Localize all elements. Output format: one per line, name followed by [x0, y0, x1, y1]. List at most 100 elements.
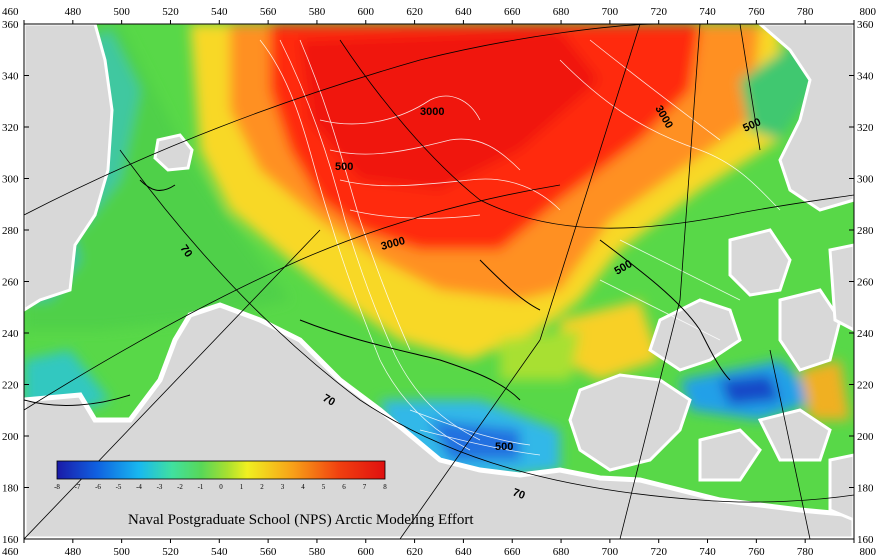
x-tick-label: 780 [797, 6, 814, 18]
y-tick-label: 300 [2, 174, 19, 186]
x-tick-label: 480 [65, 6, 82, 18]
x-tick-label: 460 [2, 6, 19, 18]
x-tick-label: 560 [260, 546, 277, 558]
x-tick-label: 800 [860, 6, 877, 18]
bathymetry-contours [259, 39, 781, 456]
y-tick-label: 300 [857, 174, 874, 186]
colorbar-label: 0 [219, 483, 223, 491]
x-tick-label: 620 [406, 546, 423, 558]
colorbar-label: 7 [363, 483, 367, 491]
x-tick-label: 780 [797, 546, 814, 558]
y-tick-label: 340 [2, 71, 19, 83]
plot-area: 3000 3000 500 500 3000 500 500 70 70 70 … [24, 24, 854, 539]
y-tick-label: 260 [857, 277, 874, 289]
credit-text: Naval Postgraduate School (NPS) Arctic M… [128, 512, 474, 528]
x-tick-label: 560 [260, 6, 277, 18]
colorbar-label: 5 [322, 483, 326, 491]
y-tick-label: 180 [857, 483, 874, 495]
y-tick-label: 220 [857, 380, 874, 392]
x-tick-label: 740 [699, 6, 716, 18]
land-masses [24, 24, 854, 539]
x-tick-label: 500 [113, 546, 130, 558]
x-tick-label: 520 [162, 546, 179, 558]
y-tick-label: 200 [857, 431, 874, 443]
contour-label: 500 [335, 161, 353, 173]
x-tick-label: 500 [113, 6, 130, 18]
x-tick-label: 800 [860, 546, 877, 558]
land-south-continent [24, 302, 854, 539]
x-tick-label: 700 [602, 6, 619, 18]
y-tick-label: 160 [857, 534, 874, 546]
x-tick-label: 620 [406, 6, 423, 18]
y-tick-label: 320 [2, 122, 19, 134]
x-tick-label: 520 [162, 6, 179, 18]
x-tick-label: 540 [211, 546, 228, 558]
black-contours [24, 179, 731, 406]
colorbar-label: -5 [116, 483, 122, 491]
contour-label: 70 [178, 243, 195, 260]
x-tick-label: 580 [309, 546, 326, 558]
colorbar-label: 4 [301, 483, 305, 491]
x-tick-label: 640 [455, 546, 472, 558]
colorbar-gradient [56, 460, 386, 480]
colorbar-label: -4 [136, 483, 142, 491]
x-tick-label: 540 [211, 6, 228, 18]
land-greenland [24, 24, 114, 312]
y-axis-left: 360 340 320 300 280 260 240 220 200 180 160 [2, 19, 29, 546]
x-axis-bottom: 460 480 500 520 540 560 580 600 620 640 660 680 700 7… [2, 539, 877, 558]
y-tick-label: 360 [857, 19, 874, 31]
y-tick-label: 340 [857, 71, 874, 83]
y-tick-label: 280 [2, 225, 19, 237]
x-tick-label: 580 [309, 6, 326, 18]
x-tick-label: 680 [553, 546, 570, 558]
colorbar-label: 2 [260, 483, 264, 491]
x-tick-label: 760 [748, 546, 765, 558]
graticule [24, 24, 854, 539]
contour-label: 500 [495, 441, 513, 453]
colorbar-label: -8 [54, 483, 60, 491]
y-tick-label: 360 [2, 19, 19, 31]
y-tick-label: 280 [857, 225, 874, 237]
y-tick-label: 180 [2, 483, 19, 495]
land-northeast [757, 24, 854, 212]
x-tick-label: 640 [455, 6, 472, 18]
y-tick-label: 260 [2, 277, 19, 289]
x-tick-label: 720 [650, 6, 667, 18]
y-tick-label: 240 [2, 328, 19, 340]
x-tick-label: 660 [504, 6, 521, 18]
x-tick-label: 460 [2, 546, 19, 558]
colorbar-label: -2 [177, 483, 183, 491]
x-tick-label: 740 [699, 546, 716, 558]
colorbar: -8 -7 -6 -5 -4 -3 -2 -1 0 1 2 3 4 5 6 7 8 [54, 460, 387, 491]
y-tick-label: 320 [857, 122, 874, 134]
contour-label: 70 [321, 392, 338, 409]
y-tick-label: 200 [2, 431, 19, 443]
colorbar-label: -1 [198, 483, 204, 491]
x-tick-label: 720 [650, 546, 667, 558]
colorbar-label: -7 [75, 483, 81, 491]
x-axis-top: 460 480 500 520 540 560 580 600 620 640 660 680 700 7… [2, 6, 877, 24]
y-tick-label: 220 [2, 380, 19, 392]
land-east-continent [568, 373, 692, 472]
land-island [153, 133, 194, 172]
x-tick-label: 700 [602, 546, 619, 558]
x-tick-label: 680 [553, 6, 570, 18]
contour-label: 3000 [420, 106, 444, 118]
x-tick-label: 760 [748, 6, 765, 18]
y-axis-right: 360 340 320 300 280 260 240 220 200 180 160 [849, 19, 874, 546]
colorbar-label: 1 [240, 483, 244, 491]
colorbar-label: -6 [95, 483, 101, 491]
colorbar-labels: -8 -7 -6 -5 -4 -3 -2 -1 0 1 2 3 4 5 6 7 8 [54, 483, 387, 491]
x-tick-label: 600 [358, 546, 375, 558]
colorbar-label: 8 [383, 483, 387, 491]
contour-label: 70 [511, 487, 527, 502]
colorbar-label: 6 [342, 483, 346, 491]
x-tick-label: 480 [65, 546, 82, 558]
x-tick-label: 600 [358, 6, 375, 18]
colorbar-label: -3 [157, 483, 163, 491]
y-tick-label: 240 [857, 328, 874, 340]
colorbar-label: 3 [281, 483, 285, 491]
x-tick-label: 660 [504, 546, 521, 558]
y-tick-label: 160 [2, 534, 19, 546]
